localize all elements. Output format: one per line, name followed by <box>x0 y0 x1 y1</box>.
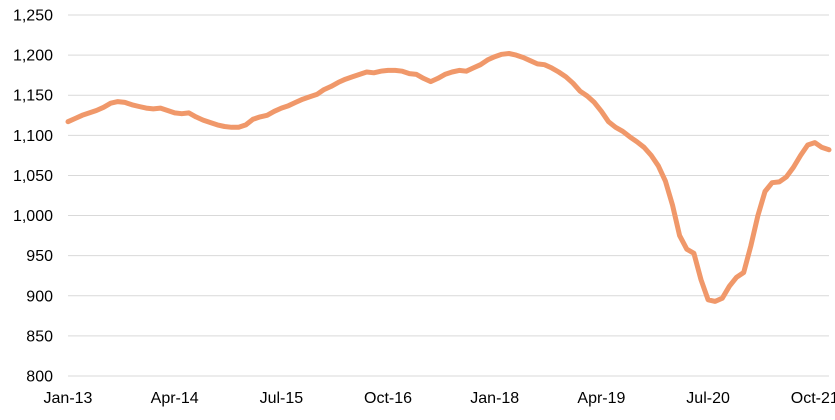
y-tick-label: 1,150 <box>13 88 53 105</box>
y-tick-label: 1,100 <box>13 128 53 145</box>
y-tick-label: 900 <box>26 288 53 305</box>
x-tick-label: Apr-19 <box>577 390 625 407</box>
x-tick-label: Jan-13 <box>44 390 93 407</box>
y-tick-label: 1,250 <box>13 8 53 25</box>
x-tick-label: Jan-18 <box>470 390 519 407</box>
y-tick-label: 850 <box>26 328 53 345</box>
x-tick-label: Oct-16 <box>364 390 412 407</box>
y-tick-label: 1,050 <box>13 168 53 185</box>
x-tick-label: Jul-20 <box>686 390 730 407</box>
y-tick-label: 1,000 <box>13 208 53 225</box>
y-tick-label: 1,200 <box>13 48 53 65</box>
y-tick-label: 950 <box>26 248 53 265</box>
data-line-series <box>65 51 832 304</box>
y-tick-label: 800 <box>26 369 53 386</box>
x-tick-label: Jul-15 <box>260 390 304 407</box>
x-tick-label: Apr-14 <box>151 390 199 407</box>
x-tick-label: Oct-21 <box>791 390 835 407</box>
